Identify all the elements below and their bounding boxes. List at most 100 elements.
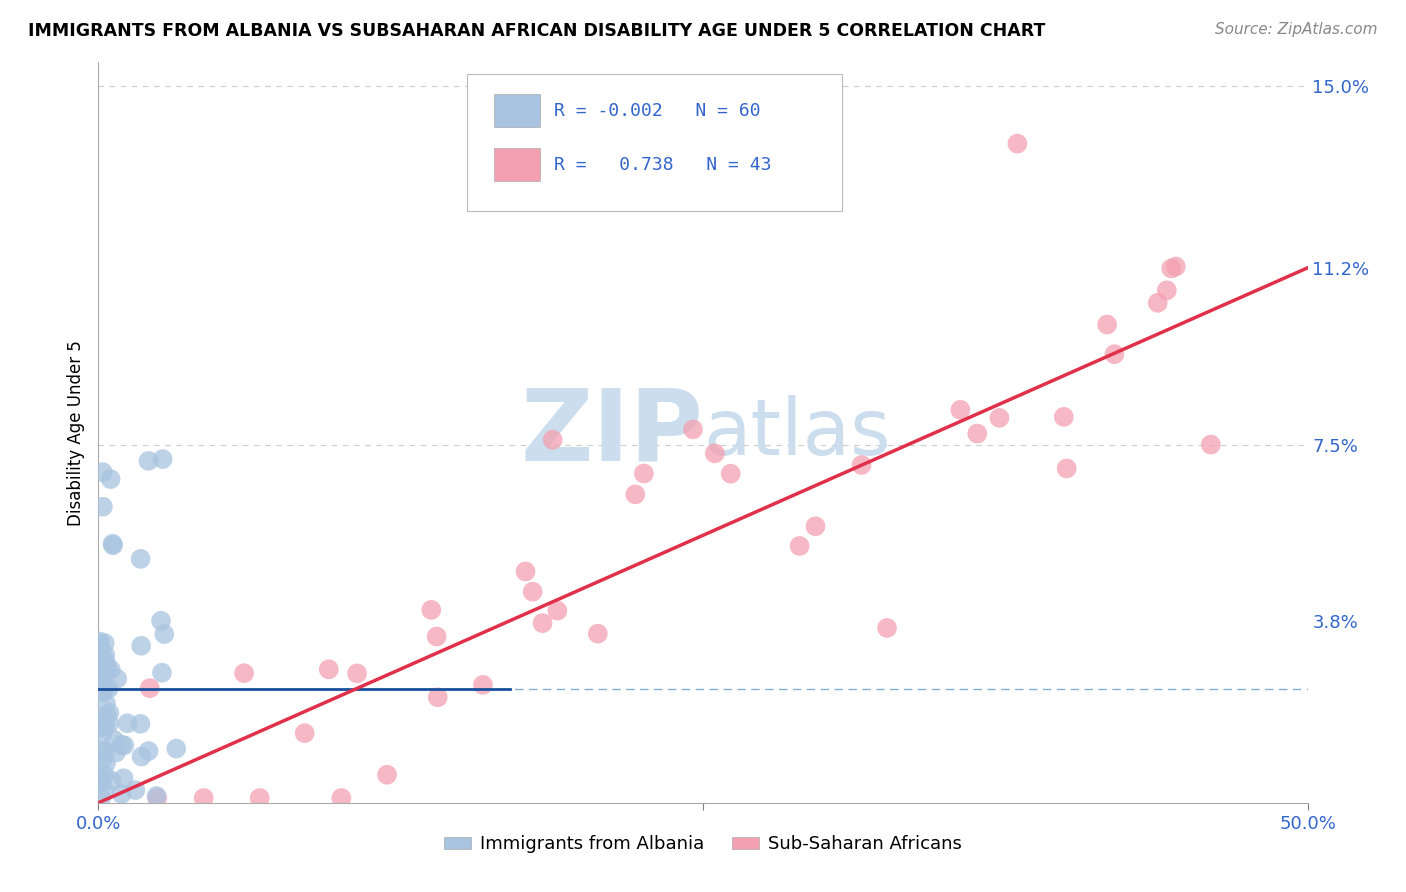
Point (90, 772, 112, 787)
Point (91, 726, 114, 740)
Point (145, 789, 167, 803)
Point (233, 666, 256, 681)
Point (720, 467, 742, 481)
Point (541, 433, 564, 447)
Point (117, 716, 139, 731)
Point (89, 773, 111, 788)
Point (103, 732, 125, 747)
Point (105, 672, 128, 686)
Point (546, 604, 568, 618)
Point (146, 791, 169, 805)
Point (101, 537, 124, 551)
Point (966, 426, 988, 441)
Point (93, 636, 115, 650)
Point (1053, 409, 1076, 424)
Text: R = -0.002   N = 60: R = -0.002 N = 60 (554, 102, 761, 120)
Point (93, 683, 115, 698)
Point (91, 465, 114, 479)
Point (98, 706, 121, 720)
Point (93, 783, 115, 797)
Point (93, 768, 115, 782)
Text: atlas: atlas (703, 394, 890, 471)
Point (740, 103, 762, 118)
Point (330, 791, 353, 805)
Point (165, 741, 187, 756)
Point (100, 663, 122, 677)
Point (515, 565, 537, 579)
Point (851, 458, 873, 472)
Point (139, 681, 162, 695)
Point (111, 738, 134, 752)
FancyBboxPatch shape (467, 73, 842, 211)
Point (93, 714, 115, 729)
Point (89, 638, 111, 652)
Point (94, 756, 117, 771)
Point (138, 454, 160, 468)
Point (150, 614, 173, 628)
Text: Source: ZipAtlas.com: Source: ZipAtlas.com (1215, 22, 1378, 37)
Point (89, 721, 111, 735)
Point (112, 739, 135, 753)
Point (129, 552, 152, 566)
Point (150, 665, 173, 680)
Point (1104, 347, 1126, 361)
Point (94, 654, 117, 668)
Point (91, 686, 114, 700)
Point (90, 655, 112, 669)
Legend: Immigrants from Albania, Sub-Saharan Africans: Immigrants from Albania, Sub-Saharan Afr… (437, 828, 969, 861)
Point (1199, 437, 1222, 451)
Point (93, 718, 115, 732)
Point (90, 744, 112, 758)
Point (193, 791, 215, 805)
Point (138, 744, 160, 758)
Point (318, 662, 340, 676)
Point (682, 422, 704, 436)
Point (531, 616, 554, 631)
Point (522, 584, 544, 599)
Point (124, 783, 146, 797)
Point (876, 621, 898, 635)
Point (90, 663, 112, 677)
Point (89, 666, 111, 681)
Point (101, 773, 124, 788)
Point (129, 639, 152, 653)
Point (94, 744, 117, 758)
Point (94, 719, 117, 733)
Point (98, 716, 121, 731)
Point (471, 678, 494, 692)
Point (420, 603, 443, 617)
Text: ZIP: ZIP (520, 384, 703, 481)
Point (94, 648, 117, 662)
Point (100, 472, 122, 486)
Point (789, 539, 811, 553)
Point (97, 681, 120, 696)
Point (426, 690, 449, 705)
Y-axis label: Disability Age Under 5: Disability Age Under 5 (66, 340, 84, 525)
Point (153, 627, 176, 641)
Point (375, 768, 398, 782)
Point (89, 634, 111, 648)
Point (131, 749, 153, 764)
Point (1164, 260, 1187, 274)
Point (105, 746, 128, 760)
Point (1007, 136, 1029, 151)
Point (96, 662, 118, 676)
Text: IMMIGRANTS FROM ALBANIA VS SUBSAHARAN AFRICAN DISABILITY AGE UNDER 5 CORRELATION: IMMIGRANTS FROM ALBANIA VS SUBSAHARAN AF… (28, 22, 1046, 40)
Point (96, 708, 118, 723)
Point (586, 626, 609, 640)
Bar (494, 95, 540, 127)
Point (804, 519, 827, 533)
Point (1156, 283, 1178, 297)
Point (426, 630, 449, 644)
Bar (494, 148, 540, 181)
Point (90, 676, 112, 690)
Point (294, 726, 316, 740)
Point (91, 500, 114, 514)
Point (624, 487, 647, 501)
Point (111, 787, 134, 801)
Point (1146, 295, 1168, 310)
Point (703, 446, 725, 460)
Point (152, 452, 174, 467)
Point (91, 649, 114, 664)
Point (1160, 261, 1182, 276)
